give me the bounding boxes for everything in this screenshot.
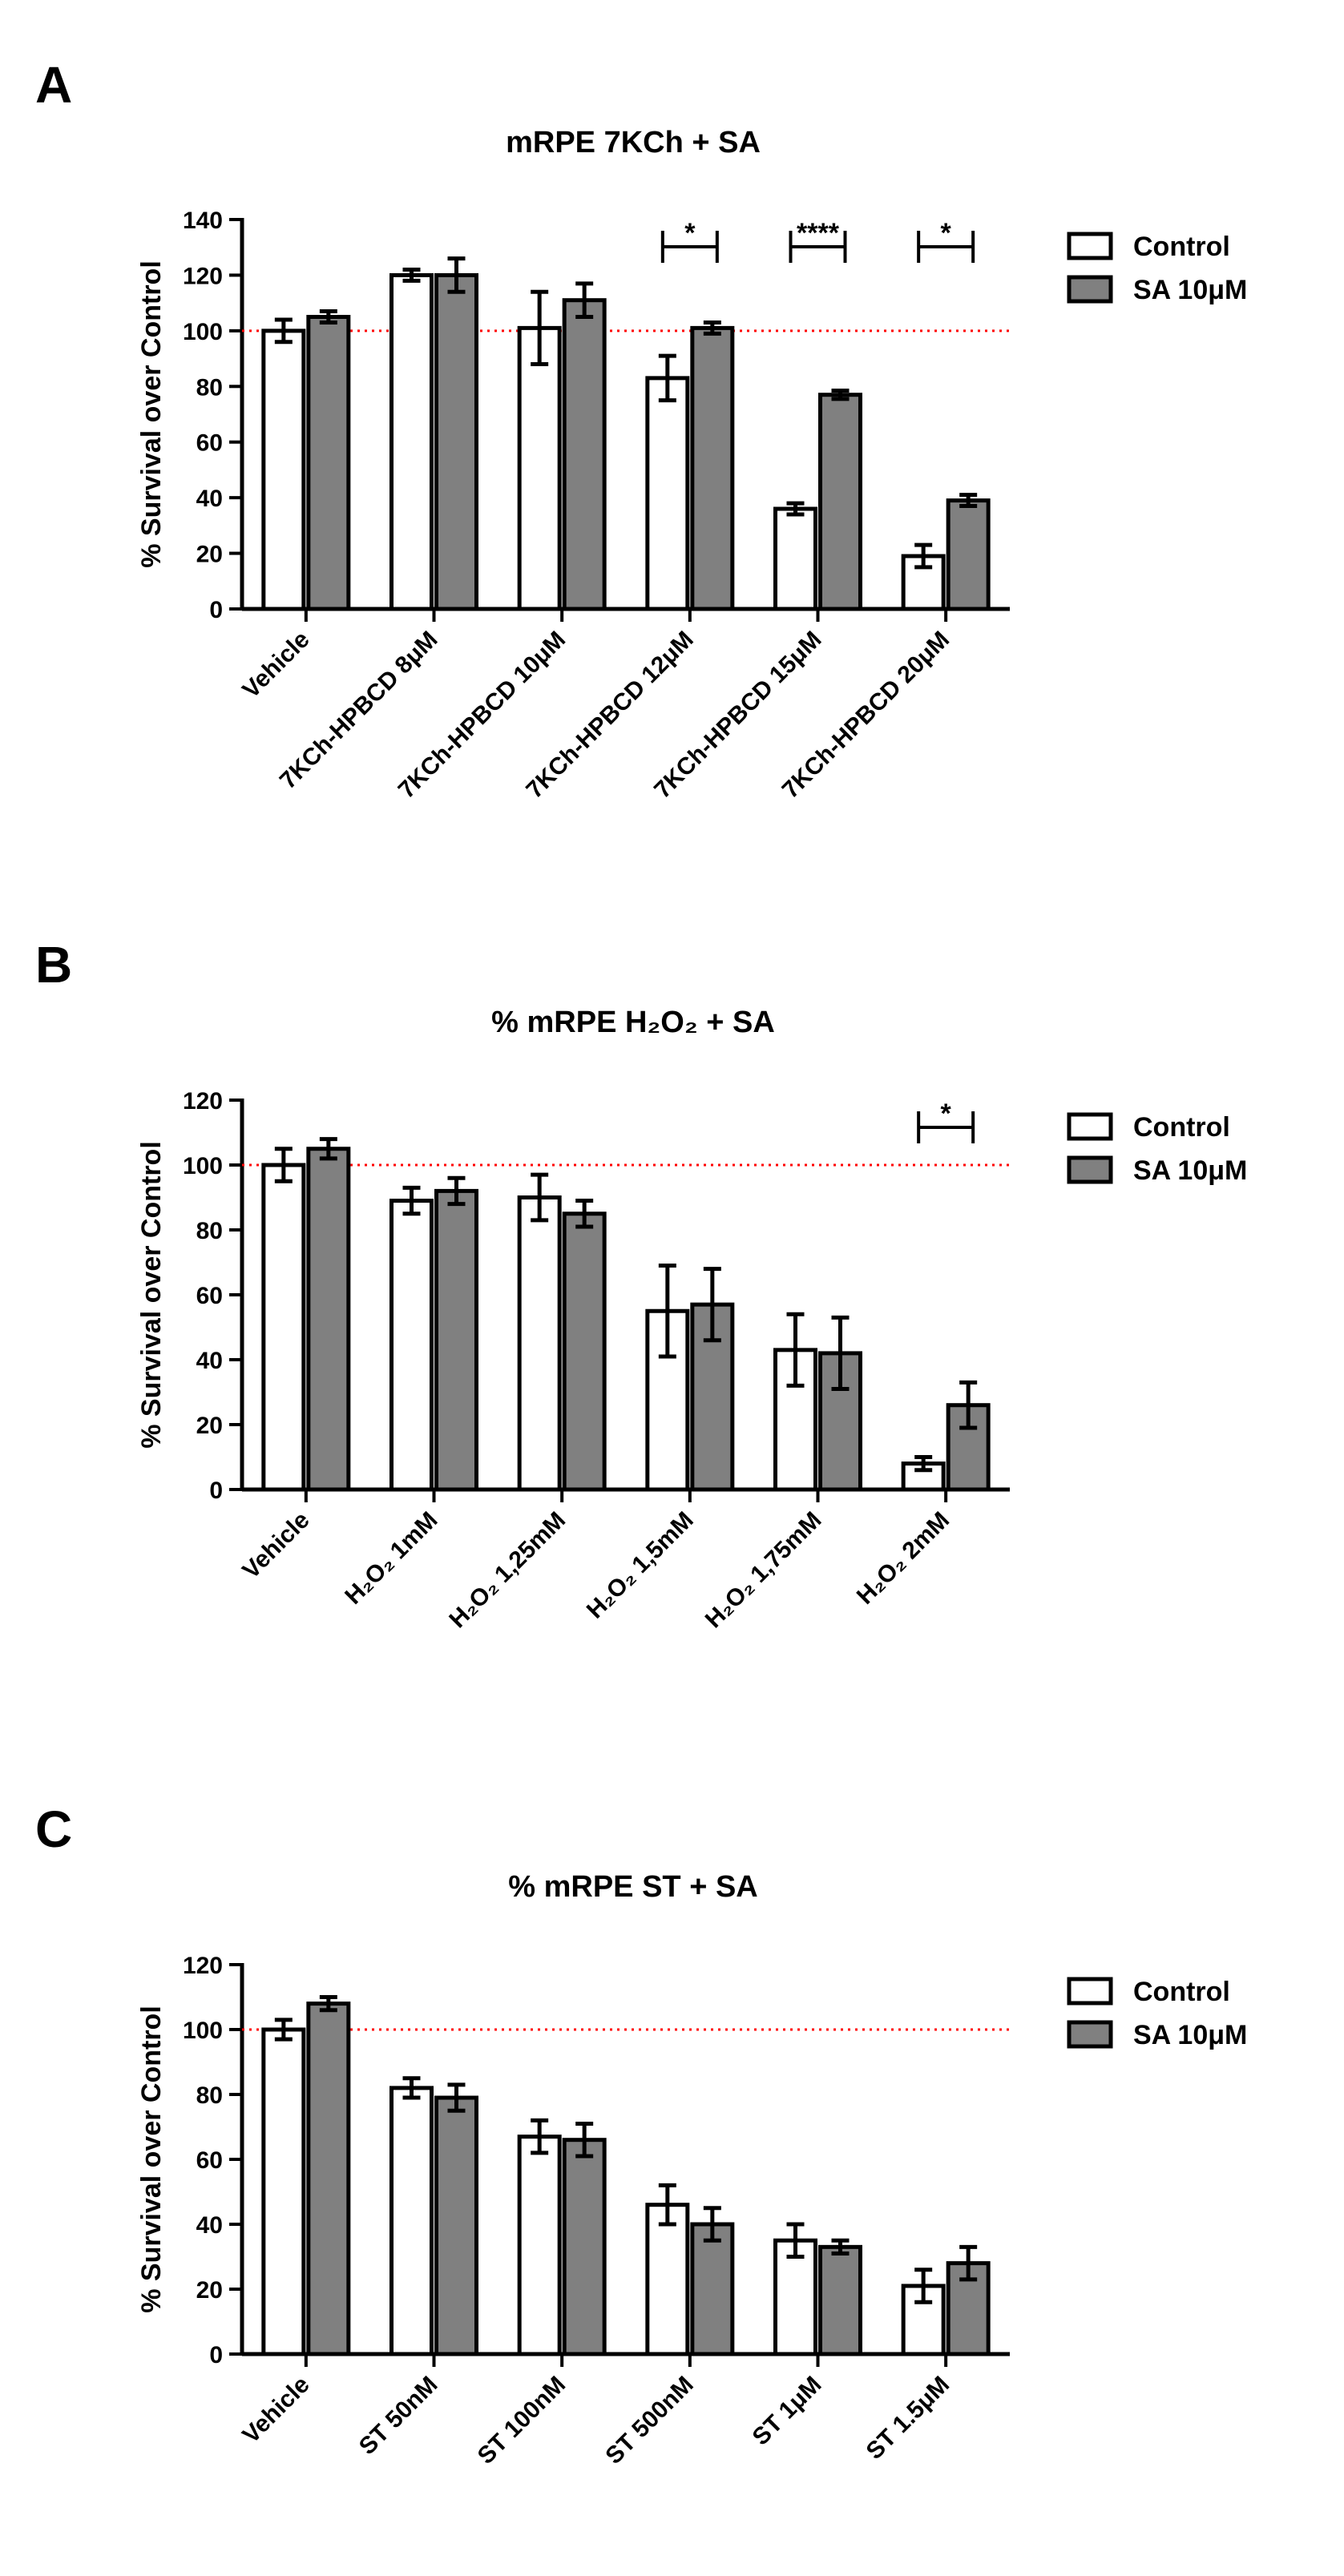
- significance-label: ****: [797, 218, 840, 248]
- control-bar: [261, 329, 306, 611]
- y-tick-label: 60: [196, 2147, 223, 2174]
- y-tick-label: 100: [183, 319, 223, 345]
- control-bar: [645, 376, 690, 611]
- chart-title: % mRPE ST + SA: [508, 1870, 757, 1904]
- panel-label: C: [35, 1800, 72, 1858]
- chart-title: % mRPE H₂O₂ + SA: [491, 1006, 775, 1039]
- sa-bar: [306, 1147, 351, 1492]
- y-tick-label: 60: [196, 430, 223, 457]
- sa-bar: [562, 298, 607, 611]
- significance-label: *: [941, 218, 952, 248]
- sa-bar: [562, 1211, 607, 1492]
- control-bar: [645, 2203, 690, 2356]
- x-tick-label: ST 500nM: [600, 2372, 698, 2469]
- y-tick-label: 0: [209, 2342, 223, 2368]
- legend-sa-label: SA 10μM: [1133, 1155, 1247, 1186]
- y-tick-label: 0: [209, 1477, 223, 1504]
- x-tick-label: H₂O₂ 1,5mM: [582, 1507, 699, 1624]
- legend-control-swatch: [1067, 232, 1113, 260]
- sa-bar: [690, 2222, 735, 2356]
- control-bar: [389, 272, 434, 611]
- x-tick-label: Vehicle: [237, 2372, 314, 2449]
- panel-c: C % mRPE ST + SA % Survival over Control 0 2…: [35, 1800, 1247, 2469]
- y-tick-label: 80: [196, 1218, 223, 1244]
- control-bar: [261, 2027, 306, 2356]
- y-tick-label: 20: [196, 542, 223, 568]
- legend-sa-swatch: [1067, 275, 1113, 304]
- x-tick-label: Vehicle: [237, 627, 314, 703]
- x-tick-label: ST 1μM: [748, 2372, 827, 2451]
- panel-label: B: [35, 936, 72, 994]
- sa-bar: [562, 2138, 607, 2356]
- x-tick-label: Vehicle: [237, 1507, 314, 1584]
- y-axis-label: % Survival over Control: [136, 2006, 167, 2313]
- x-tick-label: ST 50nM: [354, 2372, 443, 2461]
- y-axis-label: % Survival over Control: [136, 260, 167, 568]
- y-tick-label: 120: [183, 263, 223, 289]
- control-bar: [517, 325, 562, 611]
- y-tick-label: 100: [183, 2018, 223, 2044]
- y-tick-label: 60: [196, 1283, 223, 1309]
- legend-sa-swatch: [1067, 1155, 1113, 1184]
- legend-control-label: Control: [1133, 1977, 1230, 2007]
- x-tick-label: H₂O₂ 1,75mM: [700, 1507, 827, 1634]
- y-tick-label: 20: [196, 1413, 223, 1439]
- control-bar: [389, 2086, 434, 2356]
- chart-title: mRPE 7KCh + SA: [506, 126, 761, 159]
- x-tick-label: ST 100nM: [473, 2372, 571, 2469]
- panel-label: A: [35, 56, 72, 114]
- sa-bar: [690, 325, 735, 611]
- sa-bar: [434, 272, 478, 611]
- x-tick-label: ST 1.5μM: [862, 2372, 955, 2465]
- significance-label: *: [684, 218, 696, 248]
- y-axis-label: % Survival over Control: [136, 1141, 167, 1449]
- x-tick-label: H₂O₂ 1mM: [340, 1507, 442, 1610]
- legend-control-swatch: [1067, 1112, 1113, 1141]
- panel-b: B % mRPE H₂O₂ + SA % Survival over Control…: [35, 936, 1247, 1633]
- sa-bar: [306, 2002, 351, 2356]
- legend-control-label: Control: [1133, 232, 1230, 262]
- y-tick-label: 40: [196, 1348, 223, 1374]
- sa-bar: [306, 315, 351, 611]
- control-bar: [389, 1199, 434, 1492]
- control-bar: [261, 1163, 306, 1492]
- legend-sa-swatch: [1067, 2020, 1113, 2049]
- control-bar: [517, 1195, 562, 1492]
- legend-sa-label: SA 10μM: [1133, 2020, 1247, 2050]
- y-tick-label: 20: [196, 2277, 223, 2304]
- control-bar: [517, 2135, 562, 2356]
- y-tick-label: 140: [183, 208, 223, 234]
- y-tick-label: 120: [183, 1088, 223, 1115]
- sa-bar: [434, 2095, 478, 2356]
- y-tick-label: 0: [209, 597, 223, 623]
- legend-control-swatch: [1067, 1977, 1113, 2006]
- x-tick-label: H₂O₂ 1,25mM: [444, 1507, 571, 1634]
- y-tick-label: 120: [183, 1953, 223, 1979]
- y-tick-label: 100: [183, 1153, 223, 1179]
- sa-bar: [946, 498, 991, 611]
- control-bar: [773, 506, 817, 611]
- sa-bar: [818, 393, 862, 611]
- x-tick-label: H₂O₂ 2mM: [852, 1507, 955, 1610]
- y-tick-label: 80: [196, 374, 223, 401]
- sa-bar: [434, 1188, 478, 1492]
- legend-sa-label: SA 10μM: [1133, 275, 1247, 305]
- legend-control-label: Control: [1133, 1112, 1230, 1143]
- significance-label: *: [941, 1099, 952, 1129]
- y-tick-label: 80: [196, 2082, 223, 2109]
- y-tick-label: 40: [196, 486, 223, 512]
- y-tick-label: 40: [196, 2212, 223, 2239]
- sa-bar: [818, 2244, 862, 2356]
